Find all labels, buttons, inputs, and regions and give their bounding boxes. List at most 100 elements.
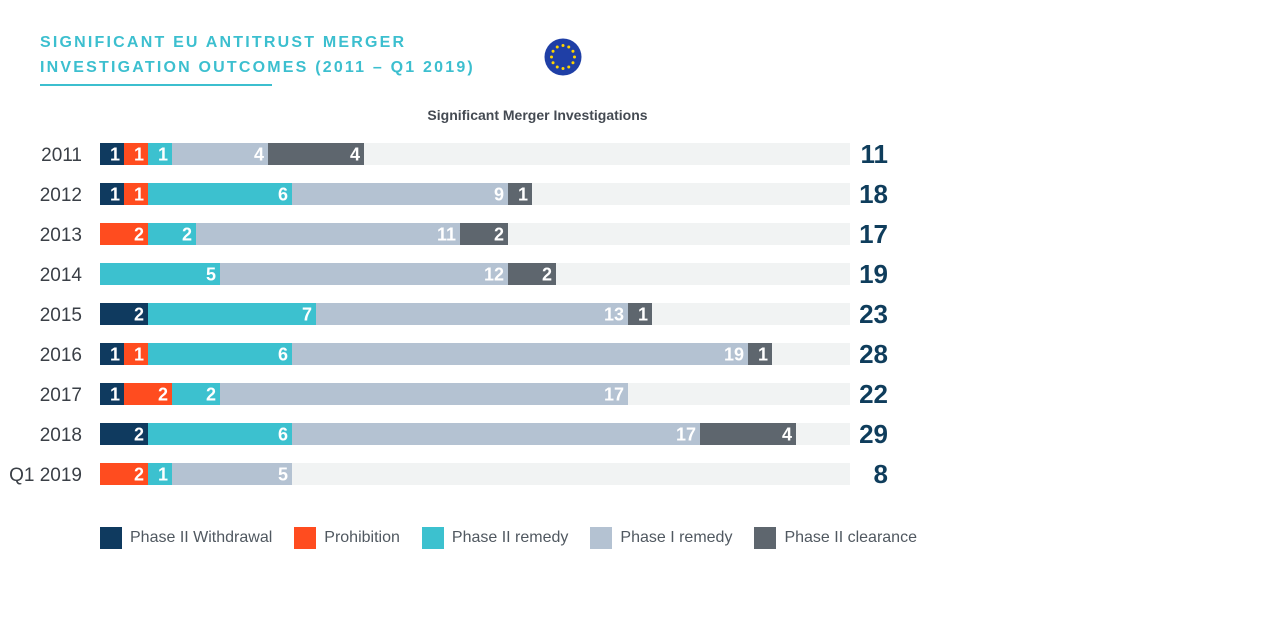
year-label: 2014 — [40, 265, 83, 286]
legend-label: Phase II Withdrawal — [130, 529, 273, 546]
segment-value-label: 4 — [254, 145, 264, 165]
segment-value-label: 9 — [494, 185, 504, 205]
bar-segment — [172, 143, 268, 165]
bar-segment — [100, 223, 148, 245]
year-label: 2016 — [40, 345, 82, 366]
segment-value-label: 1 — [134, 185, 144, 205]
bar-segment — [292, 423, 700, 445]
bar-segment — [268, 143, 364, 165]
legend-label: Phase I remedy — [620, 529, 733, 546]
segment-value-label: 2 — [494, 225, 504, 245]
legend-swatch — [754, 527, 777, 549]
flag-star — [567, 65, 571, 69]
segment-value-label: 4 — [782, 425, 792, 445]
bar-segment — [148, 423, 292, 445]
legend-item: Phase II Withdrawal — [100, 527, 272, 549]
row-total-label: 8 — [874, 459, 888, 489]
bar-segment — [220, 383, 628, 405]
legend-item: Phase I remedy — [590, 527, 732, 549]
row-total-label: 23 — [859, 299, 888, 329]
bar-segment — [748, 343, 772, 365]
flag-star — [571, 49, 575, 53]
eu-flag-icon — [544, 38, 582, 76]
legend-label: Phase II remedy — [451, 529, 569, 546]
bar-segment — [172, 463, 292, 485]
legend-item: Phase II remedy — [421, 527, 569, 549]
bar-segment — [508, 183, 532, 205]
segment-value-label: 11 — [437, 225, 456, 245]
segment-value-label: 1 — [158, 465, 168, 485]
flag-star — [561, 67, 565, 70]
bar-segment — [316, 303, 628, 325]
flag-star — [551, 61, 555, 65]
year-label: 2017 — [40, 385, 82, 406]
segment-value-label: 6 — [278, 185, 288, 205]
segment-value-label: 2 — [542, 265, 552, 285]
segment-value-label: 17 — [676, 425, 696, 445]
segment-value-label: 19 — [724, 345, 744, 365]
bar-segment — [292, 183, 508, 205]
bar-segment — [700, 423, 796, 445]
bar-segment — [148, 223, 196, 245]
row-total-label: 11 — [861, 139, 889, 169]
chart-subtitle: Significant Merger Investigations — [427, 107, 648, 123]
flag-stars — [550, 44, 576, 70]
segment-value-label: 2 — [182, 225, 192, 245]
row-total-label: 17 — [859, 219, 888, 249]
bar-segment — [124, 343, 148, 365]
segment-value-label: 1 — [134, 145, 144, 165]
row-total-label: 18 — [859, 179, 888, 209]
segment-value-label: 5 — [278, 465, 288, 485]
bar-segment — [148, 183, 292, 205]
segment-value-label: 2 — [206, 385, 216, 405]
segment-value-label: 1 — [638, 305, 648, 325]
bar-segment — [100, 183, 124, 205]
segment-value-label: 1 — [110, 185, 120, 205]
segment-value-label: 7 — [302, 305, 312, 325]
legend-swatch — [421, 527, 444, 549]
row-total-label: 22 — [859, 379, 888, 409]
bar-segment — [100, 343, 124, 365]
segment-value-label: 12 — [484, 265, 504, 285]
bar-segment — [460, 223, 508, 245]
bar-segment — [124, 143, 148, 165]
segment-value-label: 13 — [604, 305, 624, 325]
year-label: Q1 2019 — [9, 465, 82, 486]
segment-value-label: 6 — [278, 345, 288, 365]
segment-value-label: 1 — [110, 345, 120, 365]
bar-segment — [508, 263, 556, 285]
row-total-label: 19 — [859, 259, 888, 289]
bar-segment — [124, 383, 172, 405]
segment-value-label: 1 — [518, 185, 528, 205]
legend-label: Prohibition — [324, 529, 400, 546]
bar-segment — [100, 463, 148, 485]
bar-segment — [148, 463, 172, 485]
bar-segment — [124, 183, 148, 205]
segment-value-label: 1 — [134, 345, 144, 365]
bar-segment — [220, 263, 508, 285]
segment-value-label: 1 — [110, 385, 120, 405]
legend-item: Phase II clearance — [754, 527, 917, 549]
title-underline — [40, 84, 272, 86]
year-label: 2015 — [40, 305, 82, 326]
flag-star — [550, 55, 553, 59]
legend-label: Phase II clearance — [784, 529, 917, 546]
flag-star — [571, 61, 575, 65]
year-label: 2012 — [40, 185, 82, 206]
year-label: 2018 — [40, 425, 82, 446]
title-line-1: SIGNIFICANT EU ANTITRUST MERGER — [40, 34, 407, 51]
bar-segment — [100, 263, 220, 285]
legend-swatch — [294, 527, 317, 549]
segment-value-label: 2 — [134, 425, 144, 445]
bar-segment — [148, 343, 292, 365]
row-total-label: 29 — [859, 419, 888, 449]
segment-value-label: 6 — [278, 425, 288, 445]
bar-segment — [100, 303, 148, 325]
legend-item: Prohibition — [294, 527, 400, 549]
bar-segment — [196, 223, 460, 245]
segment-value-label: 1 — [110, 145, 120, 165]
bar-segment — [148, 143, 172, 165]
segment-value-label: 5 — [206, 265, 216, 285]
chart-title: SIGNIFICANT EU ANTITRUST MERGER INVESTIG… — [40, 30, 475, 80]
